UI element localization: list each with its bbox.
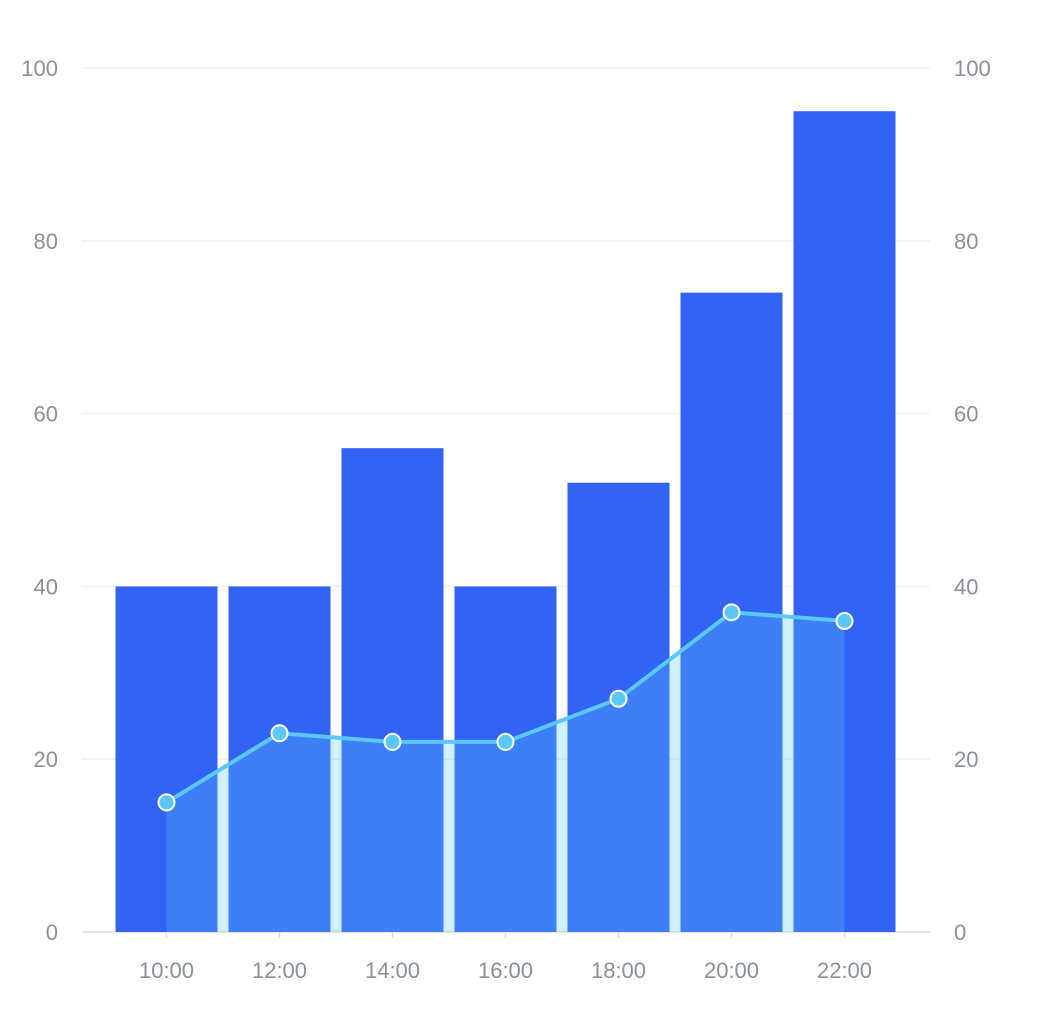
y-right-tick-label: 40 (954, 574, 978, 599)
x-tick-label: 22:00 (817, 958, 872, 983)
y-left-tick-label: 80 (34, 229, 58, 254)
line-area-fill (166, 612, 845, 932)
x-tick-label: 20:00 (704, 958, 759, 983)
line-point (609, 689, 628, 708)
x-tick-label: 10:00 (139, 958, 194, 983)
y-left-tick-label: 60 (34, 402, 58, 427)
y-right-tick-label: 0 (954, 920, 966, 945)
bar (793, 111, 896, 932)
area-series (166, 612, 845, 932)
x-tick-label: 12:00 (252, 958, 307, 983)
line-point (157, 793, 176, 812)
bar (115, 586, 218, 932)
y-left-tick-label: 100 (21, 56, 58, 81)
line-point (270, 724, 289, 743)
y-right-tick-label: 80 (954, 229, 978, 254)
y-left-tick-label: 20 (34, 747, 58, 772)
axes: 0 20 40 60 80 100 0 20 40 60 80 100 10:00 12:00 14:00 1… (21, 56, 990, 983)
x-tick-label: 14:00 (365, 958, 420, 983)
y-right-tick-label: 100 (954, 56, 991, 81)
bar (228, 586, 331, 932)
line-points (157, 603, 854, 812)
y-left-tick-label: 0 (46, 920, 58, 945)
y-right-tick-label: 60 (954, 402, 978, 427)
y-right-tick-label: 20 (954, 747, 978, 772)
x-tick-label: 16:00 (478, 958, 533, 983)
x-tick-label: 18:00 (591, 958, 646, 983)
bar (454, 586, 557, 932)
line-point (496, 732, 515, 751)
bar-series (115, 111, 896, 932)
line-point (722, 603, 741, 622)
bar (341, 448, 444, 932)
line-point (383, 732, 402, 751)
y-left-tick-label: 40 (34, 574, 58, 599)
line-point (835, 611, 854, 630)
